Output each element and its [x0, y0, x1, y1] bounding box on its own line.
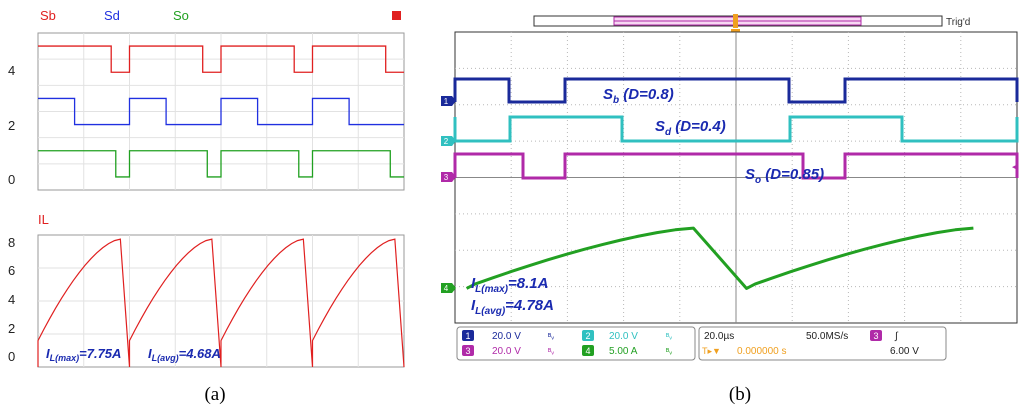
- ch4-marker[interactable]: 4: [441, 283, 456, 293]
- series-sd: [38, 97, 404, 126]
- ch1-badge[interactable]: [462, 330, 474, 341]
- trigger-level: 6.00 V: [890, 346, 919, 357]
- ch4-bw-icon: ᴮᵥ: [666, 347, 672, 356]
- trigger-offset-icon: T▸▼: [702, 346, 721, 356]
- scope-series-ch1: [453, 77, 1019, 104]
- svg-text:4: 4: [585, 346, 590, 356]
- svg-text:2: 2: [444, 137, 449, 146]
- ch4-scale: 5.00 A: [609, 346, 638, 357]
- series-sb: [38, 45, 404, 73]
- y-tick-0: 0: [8, 172, 15, 187]
- svg-text:2: 2: [585, 331, 590, 341]
- ch3-bw-icon: ᴮᵥ: [548, 347, 554, 356]
- svg-text:3: 3: [444, 173, 449, 182]
- y-tick-0: 0: [8, 349, 15, 364]
- panel-b: Trig'd T 1 2 3 4 ◄ Sb (D=0.8) Sd (D=0.4)…: [441, 14, 1020, 405]
- trigger-level-arrow: ◄: [1010, 162, 1020, 173]
- y-tick-2: 2: [8, 118, 15, 133]
- ch2-badge[interactable]: [582, 330, 594, 341]
- trigger-status: Trig'd: [946, 17, 970, 28]
- trigger-source-badge[interactable]: [870, 330, 882, 341]
- current-plot-grid: [38, 235, 404, 367]
- y-tick-6: 6: [8, 263, 15, 278]
- il-title: IL: [38, 212, 49, 227]
- panel-a: Sb Sd So 4 2 0 IL 8 6 4 2 0 IL(max)=7.75…: [8, 8, 405, 405]
- il-avg-annotation-b: IL(avg)=4.78A: [471, 297, 554, 317]
- sample-rate: 50.0MS/s: [806, 331, 848, 342]
- ch3-marker[interactable]: 3: [441, 172, 456, 182]
- il-avg-annotation: IL(avg)=4.68A: [148, 346, 221, 363]
- timebase-panel: [698, 326, 947, 361]
- caption-a: (a): [204, 384, 225, 405]
- svg-text:1: 1: [444, 97, 449, 106]
- legend-marker-icon: [392, 11, 401, 20]
- ch2-marker[interactable]: 2: [441, 136, 456, 146]
- scope-series-ch2: [453, 115, 1019, 143]
- current-plot-trace: [37, 238, 405, 368]
- scope-series-ch3: [453, 152, 1019, 180]
- ch1-bw-icon: ᴮᵥ: [548, 332, 554, 341]
- il-max-annotation-b: IL(max)=8.1A: [471, 275, 548, 295]
- legend-so: So: [173, 8, 189, 23]
- timebase: 20.0µs: [704, 331, 734, 342]
- ch2-scale: 20.0 V: [609, 331, 638, 342]
- y-tick-8: 8: [8, 235, 15, 250]
- ch1-marker[interactable]: 1: [441, 96, 456, 106]
- ch1-scale: 20.0 V: [492, 331, 521, 342]
- trigger-offset: 0.000000 s: [737, 346, 787, 357]
- sb-annotation: Sb (D=0.8): [603, 86, 674, 106]
- ch2-bw-icon: ᴮᵥ: [666, 332, 672, 341]
- channel-readout-panel: [456, 326, 696, 361]
- ch3-badge[interactable]: [462, 345, 474, 356]
- caption-b: (b): [729, 384, 751, 405]
- legend-sd: Sd: [104, 8, 120, 23]
- switch-plot-traces: [38, 45, 404, 178]
- ch3-scale: 20.0 V: [492, 346, 521, 357]
- y-tick-4: 4: [8, 63, 15, 78]
- scope-status-bar: 1 20.0 V ᴮᵥ 2 20.0 V ᴮᵥ 3 20.0 V ᴮᵥ 4 5.…: [456, 326, 947, 361]
- scope-series-ch4: [465, 226, 974, 290]
- y-tick-2: 2: [8, 321, 15, 336]
- svg-text:4: 4: [444, 284, 449, 293]
- trigger-slope-icon: ∫: [894, 331, 899, 342]
- legend-sb: Sb: [40, 8, 56, 23]
- svg-text:3: 3: [873, 331, 878, 341]
- series-so: [38, 150, 404, 178]
- il-max-annotation: IL(max)=7.75A: [46, 346, 121, 363]
- scope-traces: [453, 77, 1019, 290]
- y-tick-4: 4: [8, 292, 15, 307]
- trigger-position-marker: [733, 14, 738, 28]
- so-annotation: So (D=0.85): [745, 166, 824, 186]
- series-il: [37, 238, 405, 368]
- sd-annotation: Sd (D=0.4): [655, 118, 726, 138]
- ch4-badge[interactable]: [582, 345, 594, 356]
- svg-text:1: 1: [465, 331, 470, 341]
- svg-text:3: 3: [465, 346, 470, 356]
